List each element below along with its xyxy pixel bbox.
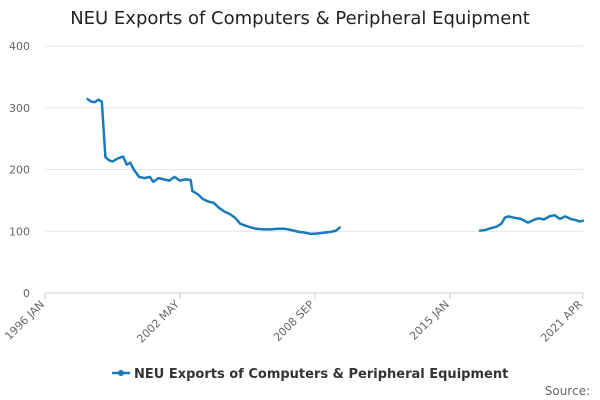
- series-line-segment: [86, 97, 341, 235]
- y-axis-ticks: 0 100 200 300 400: [9, 40, 30, 300]
- y-tick-label: 100: [9, 225, 30, 238]
- legend[interactable]: NEU Exports of Computers & Peripheral Eq…: [112, 367, 508, 382]
- x-tick-label: 2021 APR: [538, 298, 585, 345]
- y-tick-label: 300: [9, 102, 30, 115]
- series-line-segment: [478, 213, 585, 232]
- legend-label: NEU Exports of Computers & Peripheral Eq…: [134, 367, 508, 382]
- x-tick-label: 2002 MAY: [134, 298, 182, 346]
- y-tick-label: 400: [9, 40, 30, 53]
- x-tick-label: 2015 JAN: [407, 298, 452, 343]
- chart-title: NEU Exports of Computers & Peripheral Eq…: [70, 8, 530, 29]
- series-lines: [86, 97, 585, 235]
- y-tick-label: 200: [9, 164, 30, 177]
- source-label: Source:: [545, 384, 590, 398]
- x-tick-label: 2008 SEP: [271, 298, 317, 344]
- grid-lines: [45, 45, 583, 232]
- y-tick-label: 0: [23, 287, 30, 300]
- x-tick-label: 1996 JAN: [2, 298, 47, 343]
- x-axis-ticks: 1996 JAN 2002 MAY 2008 SEP 2015 JAN 2021 APR: [2, 293, 585, 346]
- legend-marker: [118, 370, 124, 376]
